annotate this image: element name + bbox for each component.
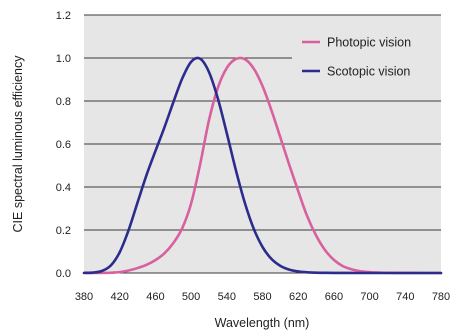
scotopic-vision-line xyxy=(82,56,443,275)
x-tick-label: 620 xyxy=(289,291,307,303)
y-tick-label: 1.0 xyxy=(56,53,71,65)
x-tick-label: 540 xyxy=(218,291,236,303)
x-tick-label: 500 xyxy=(182,291,200,303)
y-tick-label: 0.4 xyxy=(56,182,71,194)
x-tick-label: 420 xyxy=(111,291,129,303)
y-tick-label: 1.2 xyxy=(56,10,71,22)
legend-label-photopic: Photopic vision xyxy=(327,36,411,50)
x-axis-title: Wavelength (nm) xyxy=(215,316,310,330)
legend: Photopic vision Scotopic vision xyxy=(292,28,441,80)
y-tick-label: 0.2 xyxy=(56,225,71,237)
y-axis-title: CIE spectral luminous efficiency xyxy=(11,55,25,233)
x-tick-label: 740 xyxy=(396,291,414,303)
x-tick-label: 660 xyxy=(325,291,343,303)
legend-label-scotopic: Scotopic vision xyxy=(327,65,410,79)
x-tick-label: 780 xyxy=(432,291,450,303)
y-tick-label: 0.0 xyxy=(56,268,71,280)
x-tick-label: 580 xyxy=(253,291,271,303)
series-layer xyxy=(82,56,443,275)
x-tick-label: 700 xyxy=(360,291,378,303)
y-tick-label: 0.6 xyxy=(56,139,71,151)
x-tick-labels: 380 420 460 500 540 580 620 660 700 740 780 xyxy=(75,291,450,303)
y-tick-label: 0.8 xyxy=(56,96,71,108)
x-tick-label: 380 xyxy=(75,291,93,303)
y-tick-labels: 0.0 0.2 0.4 0.6 0.8 1.0 1.2 xyxy=(56,10,71,280)
x-tick-label: 460 xyxy=(146,291,164,303)
